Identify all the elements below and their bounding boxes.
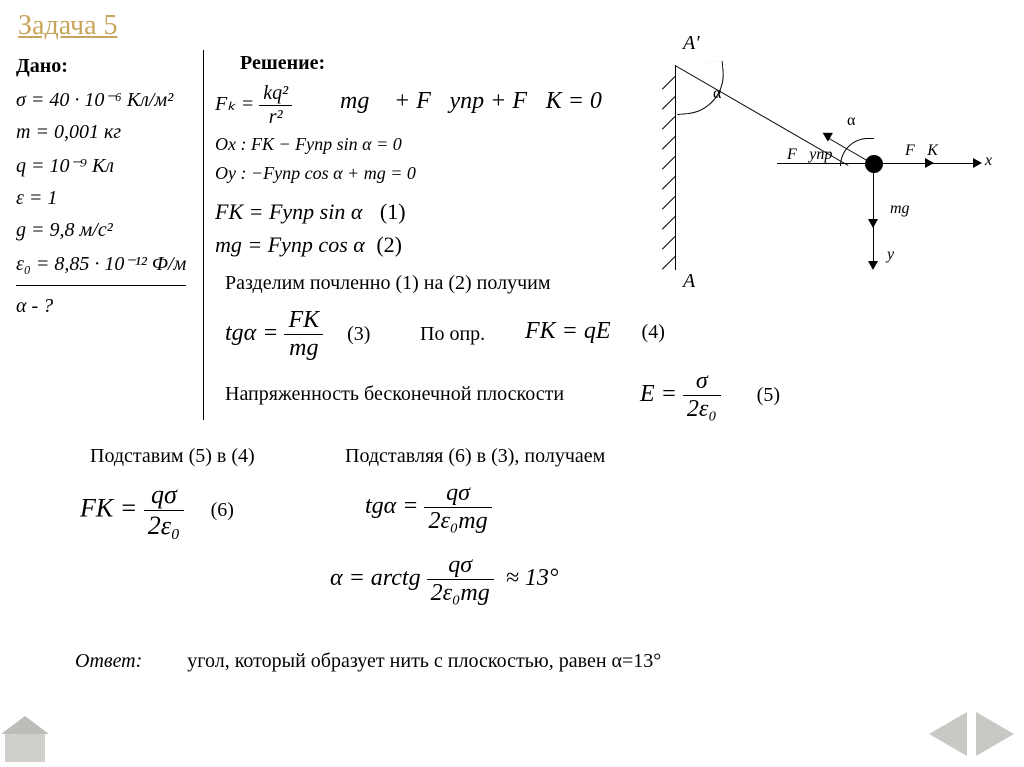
label-a: A [683, 270, 695, 293]
answer-text: угол, который образует нить с плоскостью… [187, 650, 661, 672]
eq-num: FK [284, 307, 323, 334]
eq-den: r² [259, 105, 292, 129]
solution-header: Решение: [240, 52, 325, 75]
eq-text: α = arctg [330, 565, 421, 591]
eq-den: 2ε₀ [144, 510, 184, 541]
nav-next[interactable] [976, 712, 1014, 756]
eq-den: 2ε₀ [683, 395, 721, 423]
label-a-prime: A' [683, 32, 700, 55]
eq-num-label: (5) [757, 384, 780, 406]
eq-5: E = σ2ε₀ (5) [640, 368, 780, 423]
mg-arrowhead [868, 219, 878, 228]
label-fk: F⃗K [905, 142, 938, 160]
nav-prev[interactable] [929, 712, 967, 756]
text-sub54: Подставим (5) в (4) [90, 445, 255, 468]
eq-text: Fₖ = [215, 93, 254, 115]
given-line: σ = 40 · 10⁻⁶ Кл/м² [16, 87, 201, 112]
eq-den: mg [284, 334, 323, 362]
hatch [662, 136, 675, 149]
eq-num-label: (4) [642, 321, 665, 343]
problem-title: Задача 5 [18, 10, 118, 42]
eq-6: FK = qσ2ε₀ (6) [80, 480, 234, 541]
eq-tga2: tgα = qσ2ε₀mg [365, 480, 492, 535]
eq-2: mg = Fупр cos α (2) [215, 232, 402, 258]
hatch [662, 156, 675, 169]
eq-num: qσ [427, 552, 494, 579]
hatch [662, 256, 675, 269]
hatch [662, 116, 675, 129]
hatch [662, 196, 675, 209]
label-mg: mg⃗ [890, 200, 922, 218]
eq-num: σ [683, 368, 721, 395]
ball [865, 155, 883, 173]
alpha-label-1: α [713, 85, 721, 103]
eq-4: FK = qE (4) [525, 318, 665, 345]
mg-vector [873, 165, 874, 223]
given-line: ε₀ = 8,85 · 10⁻¹² Ф/м [16, 251, 201, 276]
hatch [662, 236, 675, 249]
eq-text: E = [640, 381, 677, 407]
given-separator [16, 285, 186, 286]
answer-label: Ответ: [75, 650, 142, 672]
hatch [662, 216, 675, 229]
vertical-divider [203, 50, 204, 420]
eq-1: FK = Fупр sin α (1) [215, 199, 406, 225]
given-line: g = 9,8 м/с² [16, 219, 201, 242]
eq-coulomb: Fₖ = kq²r² [215, 82, 292, 129]
given-line: ε = 1 [16, 187, 201, 210]
eq-num-label: (2) [376, 232, 402, 257]
eq-text: FK = [80, 493, 137, 522]
answer-row: Ответ: угол, который образует нить с пло… [75, 650, 661, 673]
eq-num-label: (3) [347, 323, 370, 345]
hatch [662, 96, 675, 109]
home-icon [5, 734, 45, 762]
y-arrowhead [868, 261, 878, 270]
text-divide: Разделим почленно (1) на (2) получим [225, 272, 551, 295]
given-line: q = 10⁻⁹ Кл [16, 153, 201, 178]
eq-text: FK = Fупр sin α [215, 199, 362, 224]
nav-home[interactable] [5, 734, 90, 762]
hatch [662, 176, 675, 189]
text-plane: Напряженность бесконечной плоскости [225, 383, 564, 406]
given-column: Дано: σ = 40 · 10⁻⁶ Кл/м² m = 0,001 кг q… [16, 55, 201, 327]
eq-num: qσ [424, 480, 491, 507]
eq-den: 2ε₀mg [424, 507, 491, 535]
alpha-label-2: α [847, 112, 855, 130]
eq-alpha: α = arctg qσ2ε₀mg ≈ 13° [330, 552, 558, 607]
eq-num: qσ [144, 480, 184, 510]
eq-ox: Ox : FK − Fупр sin α = 0 [215, 134, 402, 155]
text-po-opr: По опр. [420, 323, 485, 346]
given-header: Дано: [16, 55, 201, 78]
eq-result: ≈ 13° [506, 565, 559, 591]
eq-newton: mg⃗ + F⃗упр + F⃗K = 0 [340, 88, 602, 115]
label-x: x [985, 152, 992, 170]
eq-text: FK = qE [525, 318, 611, 344]
eq-oy: Oy : −Fупр cos α + mg = 0 [215, 163, 416, 184]
eq-num-label: (6) [211, 499, 234, 521]
force-diagram: A' A α α F⃗упр F⃗K x mg⃗ y [615, 30, 1005, 280]
eq-text: mg = Fупр cos α [215, 232, 365, 257]
x-arrowhead [973, 158, 982, 168]
eq-text: tgα = [365, 493, 418, 519]
label-fupr: F⃗упр [787, 146, 832, 164]
given-question: α - ? [16, 295, 201, 318]
eq-num: kq² [259, 82, 292, 105]
label-y: y [887, 246, 894, 264]
eq-den: 2ε₀mg [427, 579, 494, 607]
eq-num-label: (1) [380, 199, 406, 224]
eq-text: tgα = [225, 320, 278, 346]
text-sub63: Подставляя (6) в (3), получаем [345, 445, 605, 468]
given-line: m = 0,001 кг [16, 121, 201, 144]
eq-3: tgα = FKmg (3) [225, 307, 370, 362]
